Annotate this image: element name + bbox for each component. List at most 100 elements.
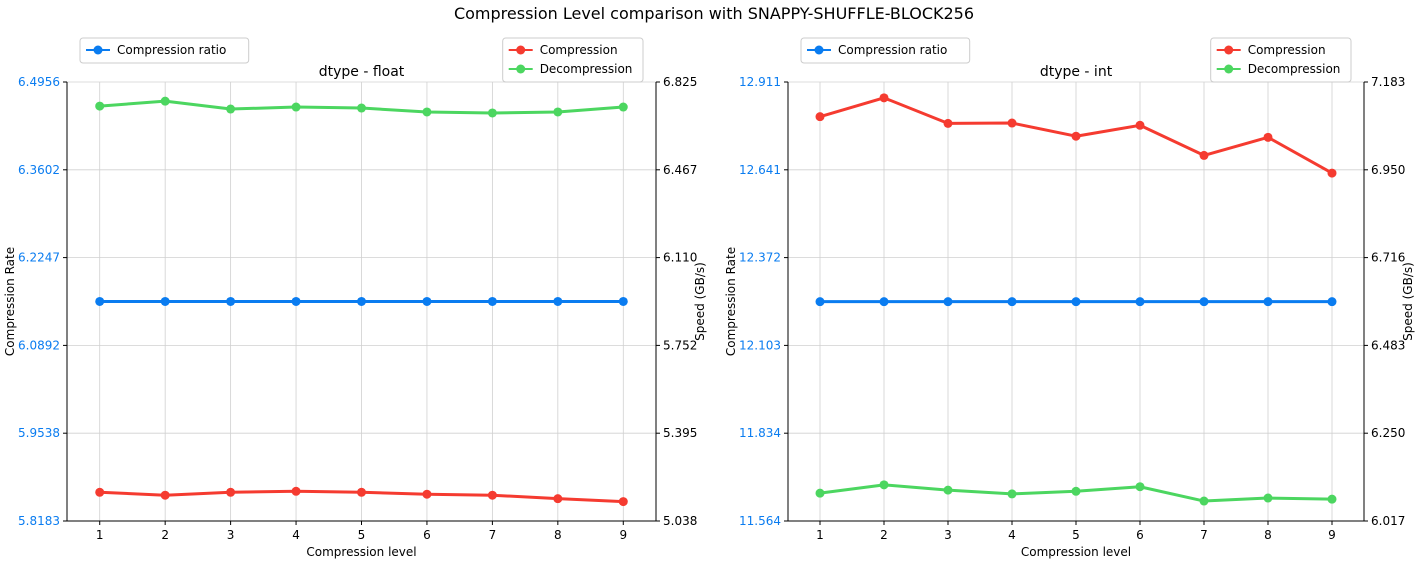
y-left-tick-label: 12.641	[739, 163, 781, 177]
y-left-tick-label: 11.834	[739, 426, 781, 440]
data-point	[1007, 489, 1017, 499]
data-point	[226, 104, 236, 114]
data-point	[1135, 482, 1145, 492]
y-right-tick-label: 5.395	[663, 426, 697, 440]
y-left-tick-label: 6.0892	[18, 338, 60, 352]
data-point	[1071, 486, 1081, 496]
legend-ratio-frame	[79, 37, 250, 64]
x-tick-label: 3	[944, 528, 952, 542]
series-decompression	[95, 96, 628, 118]
data-point	[1199, 297, 1209, 307]
legend-label: Decompression	[540, 62, 633, 76]
x-axis-label: Compression level	[306, 545, 416, 559]
x-tick-label: 2	[880, 528, 888, 542]
y-right-tick-label: 6.017	[1371, 514, 1405, 528]
legend-ratio: Compression ratio	[800, 37, 971, 64]
data-point	[1263, 297, 1273, 307]
legend-marker	[814, 45, 824, 55]
x-tick-label: 5	[358, 528, 366, 542]
data-point	[95, 296, 105, 306]
data-point	[1199, 150, 1209, 160]
data-point	[1071, 297, 1081, 307]
y-right-tick-label: 6.483	[1371, 338, 1405, 352]
data-point	[1263, 493, 1273, 503]
data-point	[618, 296, 628, 306]
data-point	[422, 489, 432, 499]
data-point	[553, 494, 563, 504]
data-point	[1263, 132, 1273, 142]
y-right-tick-label: 5.752	[663, 338, 697, 352]
data-point	[943, 297, 953, 307]
x-tick-label: 3	[227, 528, 235, 542]
x-tick-label: 4	[1008, 528, 1016, 542]
data-point	[487, 296, 497, 306]
data-point	[1007, 297, 1017, 307]
legend-marker	[516, 45, 526, 55]
data-point	[1071, 131, 1081, 141]
legend-speed: Compression Decompression	[502, 37, 644, 83]
series-compression-ratio	[95, 296, 628, 306]
y-right-tick-label: 7.183	[1371, 75, 1405, 89]
data-point	[1327, 168, 1337, 178]
data-point	[1007, 118, 1017, 128]
x-tick-label: 7	[1200, 528, 1208, 542]
data-point	[1327, 494, 1337, 504]
x-tick-label: 6	[423, 528, 431, 542]
series-compression-ratio	[815, 297, 1337, 307]
x-tick-label: 8	[554, 528, 562, 542]
x-tick-label: 9	[1328, 528, 1336, 542]
legend-marker	[516, 64, 526, 74]
legend-ratio-frame	[800, 37, 971, 64]
legend-label: Compression ratio	[838, 43, 947, 57]
x-tick-label: 9	[619, 528, 627, 542]
data-point	[95, 487, 105, 497]
data-point	[357, 296, 366, 306]
y-left-tick-label: 6.2247	[18, 251, 60, 265]
data-point	[1199, 496, 1209, 506]
data-point	[943, 485, 953, 495]
y-left-tick-label: 12.372	[739, 251, 781, 265]
y-right-tick-label: 6.716	[1371, 251, 1405, 265]
chart-title: dtype - int	[1040, 64, 1113, 80]
data-point	[618, 102, 628, 112]
data-point	[357, 103, 366, 113]
legend-ratio: Compression ratio	[79, 37, 250, 64]
data-point	[815, 297, 825, 307]
y-right-tick-label: 6.250	[1371, 426, 1405, 440]
x-tick-label: 1	[816, 528, 824, 542]
data-point	[422, 107, 432, 117]
x-tick-label: 2	[161, 528, 169, 542]
data-point	[1135, 120, 1145, 130]
chart-panel: 1 2 3 4 5 6 7 8 9 5.8183 5.9538 6.0892 6.2247 6.3602 6…	[3, 37, 707, 559]
series-compression	[95, 486, 628, 507]
y-right-tick-label: 6.110	[663, 251, 697, 265]
data-point	[879, 297, 889, 307]
data-point	[879, 93, 889, 103]
data-point	[815, 112, 825, 122]
data-point	[291, 486, 301, 496]
data-point	[95, 101, 105, 111]
chart-title: dtype - float	[319, 64, 405, 80]
y-right-axis-label: Speed (GB/s)	[693, 262, 707, 341]
y-left-tick-label: 11.564	[739, 514, 781, 528]
y-left-axis-label: Compression Rate	[724, 247, 738, 356]
y-left-tick-label: 6.4956	[18, 75, 60, 89]
x-tick-label: 1	[96, 528, 104, 542]
data-point	[487, 490, 497, 500]
legend-speed-frame	[502, 37, 644, 83]
data-point	[487, 108, 497, 118]
data-point	[422, 296, 432, 306]
legend-label: Compression	[1248, 43, 1326, 57]
y-left-tick-label: 5.9538	[18, 426, 60, 440]
x-axis-label: Compression level	[1021, 545, 1131, 559]
legend-label: Decompression	[1248, 62, 1341, 76]
series-compression	[815, 93, 1337, 178]
y-left-tick-label: 12.911	[739, 75, 781, 89]
data-point	[357, 487, 366, 497]
x-tick-label: 4	[292, 528, 300, 542]
y-right-tick-label: 6.950	[1371, 163, 1405, 177]
data-point	[943, 118, 953, 128]
legend-label: Compression ratio	[117, 43, 226, 57]
data-point	[160, 296, 170, 306]
